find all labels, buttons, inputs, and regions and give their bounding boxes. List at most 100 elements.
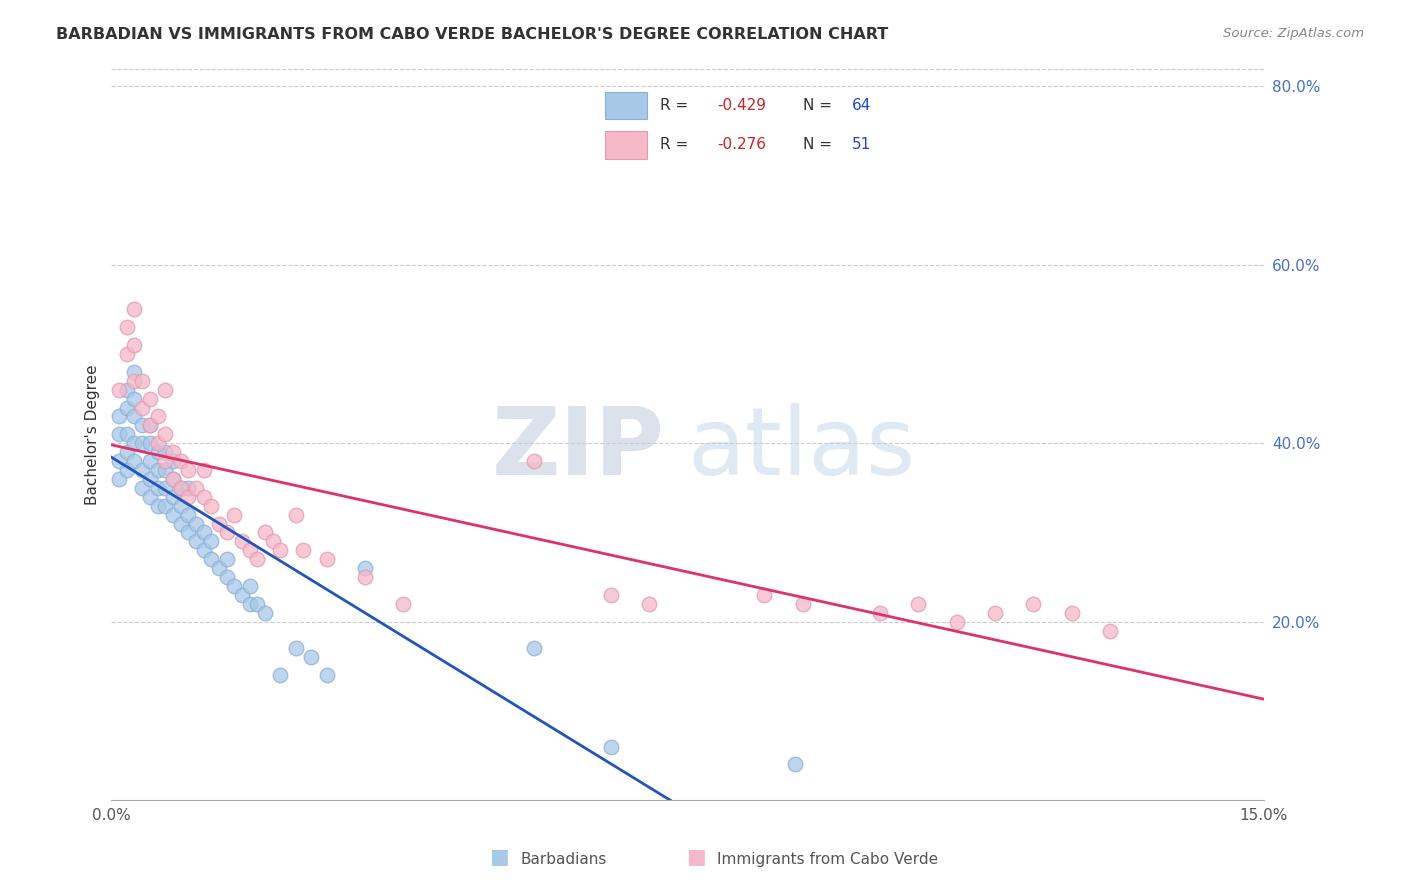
Point [177,481,200,495]
Point [907,597,929,611]
Point [139,472,162,486]
Point [115,427,138,442]
Point [139,454,162,468]
Point [231,588,253,602]
Point [215,552,238,566]
Point [284,508,307,522]
Point [869,606,891,620]
Point [523,641,546,656]
Point [108,409,131,424]
Text: ZIP: ZIP [492,403,665,495]
Point [139,392,162,406]
Point [115,401,138,415]
Point [184,481,207,495]
Point [146,436,169,450]
Point [131,463,153,477]
Point [131,401,153,415]
Point [139,490,162,504]
Text: Barbadians: Barbadians [520,852,606,867]
Point [153,499,176,513]
Point [153,383,176,397]
Point [1060,606,1083,620]
Point [124,436,146,450]
Point [785,757,807,772]
Point [193,525,215,540]
Point [184,516,207,531]
Point [208,561,231,575]
Point [1099,624,1122,638]
Point [108,454,131,468]
Point [153,481,176,495]
Point [246,552,269,566]
Text: atlas: atlas [688,403,915,495]
Point [169,516,191,531]
Point [246,597,269,611]
Text: Source: ZipAtlas.com: Source: ZipAtlas.com [1223,27,1364,40]
Text: Immigrants from Cabo Verde: Immigrants from Cabo Verde [717,852,938,867]
Point [269,543,291,558]
Point [139,418,162,433]
Point [146,445,169,459]
Point [124,409,146,424]
Point [131,418,153,433]
Point [239,579,262,593]
Point [200,499,222,513]
Point [124,392,146,406]
Point [208,516,231,531]
Point [162,490,184,504]
Point [599,739,621,754]
Point [262,534,284,549]
Point [754,588,776,602]
Point [193,543,215,558]
Point [315,552,337,566]
Point [153,454,176,468]
Point [284,641,307,656]
Point [254,606,277,620]
Point [139,418,162,433]
Text: BARBADIAN VS IMMIGRANTS FROM CABO VERDE BACHELOR'S DEGREE CORRELATION CHART: BARBADIAN VS IMMIGRANTS FROM CABO VERDE … [56,27,889,42]
Point [292,543,315,558]
Point [124,338,146,352]
Point [215,570,238,584]
Point [984,606,1007,620]
Point [146,409,169,424]
Point [177,525,200,540]
Point [599,588,621,602]
Point [215,525,238,540]
Point [131,436,153,450]
Point [392,597,415,611]
Point [124,365,146,379]
Text: ■: ■ [489,847,509,867]
Point [354,570,377,584]
Point [146,499,169,513]
Point [299,650,322,665]
Point [254,525,277,540]
Point [193,490,215,504]
Text: ■: ■ [686,847,706,867]
Point [115,463,138,477]
Point [169,454,191,468]
Point [1022,597,1045,611]
Point [115,445,138,459]
Point [177,490,200,504]
Point [124,302,146,317]
Point [638,597,661,611]
Point [945,615,967,629]
Point [239,543,262,558]
Point [162,454,184,468]
Point [115,320,138,334]
Point [108,427,131,442]
Point [315,668,337,682]
Point [153,427,176,442]
Point [162,508,184,522]
Point [184,534,207,549]
Point [146,481,169,495]
Point [153,445,176,459]
Point [146,463,169,477]
Point [177,463,200,477]
Point [169,481,191,495]
Point [139,436,162,450]
Point [153,463,176,477]
Point [200,552,222,566]
Point [193,463,215,477]
